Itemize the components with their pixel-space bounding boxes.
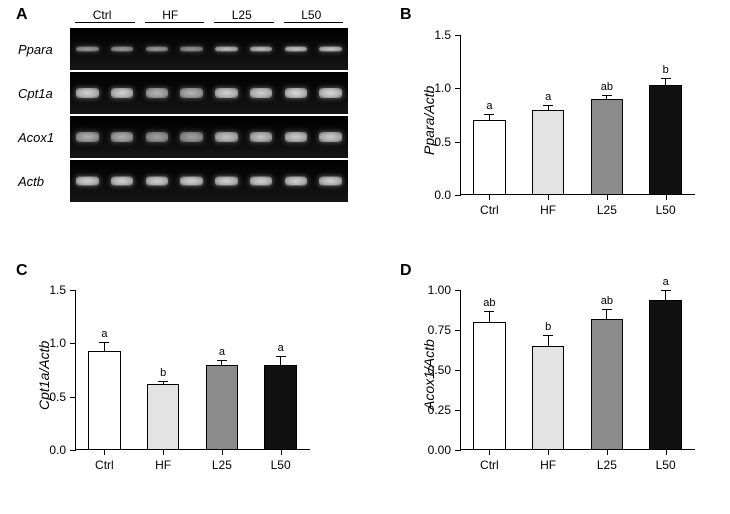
significance-label: a	[219, 346, 225, 358]
significance-label: b	[663, 64, 669, 76]
gel-header: L25	[232, 8, 252, 22]
bar	[649, 300, 681, 450]
bar	[206, 365, 238, 450]
bar-chart: Ppara/Actb0.00.51.01.5aCtrlaHFabL25bL50	[405, 25, 705, 225]
bar-chart: Cpt1a/Actb0.00.51.01.5aCtrlbHFaL25aL50	[20, 280, 320, 480]
significance-label: a	[486, 100, 492, 112]
significance-label: a	[101, 328, 107, 340]
bar	[473, 120, 505, 195]
bar	[649, 85, 681, 195]
bar	[473, 322, 505, 450]
bar	[532, 346, 564, 450]
gel-image	[70, 28, 348, 202]
significance-label: b	[160, 367, 166, 379]
gel-row-label: Acox1	[18, 130, 54, 145]
panel-label: C	[16, 262, 28, 280]
significance-label: ab	[483, 297, 495, 309]
panel-label: D	[400, 262, 412, 280]
bar	[264, 365, 296, 450]
significance-label: ab	[601, 81, 613, 93]
significance-label: b	[545, 321, 551, 333]
panel-label: A	[16, 6, 28, 24]
panel-label: B	[400, 6, 412, 24]
gel-row-label: Actb	[18, 174, 44, 189]
bar-chart: Acox1/Actb0.000.250.500.751.00abCtrlbHFa…	[405, 280, 705, 480]
bar	[591, 319, 623, 450]
significance-label: a	[278, 342, 284, 354]
significance-label: a	[545, 91, 551, 103]
gel-row-label: Ppara	[18, 42, 53, 57]
bar	[147, 384, 179, 450]
bar	[591, 99, 623, 195]
significance-label: a	[663, 276, 669, 288]
bar	[88, 351, 120, 450]
gel-header: L50	[301, 8, 321, 22]
bar	[532, 110, 564, 195]
significance-label: ab	[601, 295, 613, 307]
gel-header: Ctrl	[93, 8, 112, 22]
gel-row-label: Cpt1a	[18, 86, 53, 101]
gel-header: HF	[162, 8, 178, 22]
